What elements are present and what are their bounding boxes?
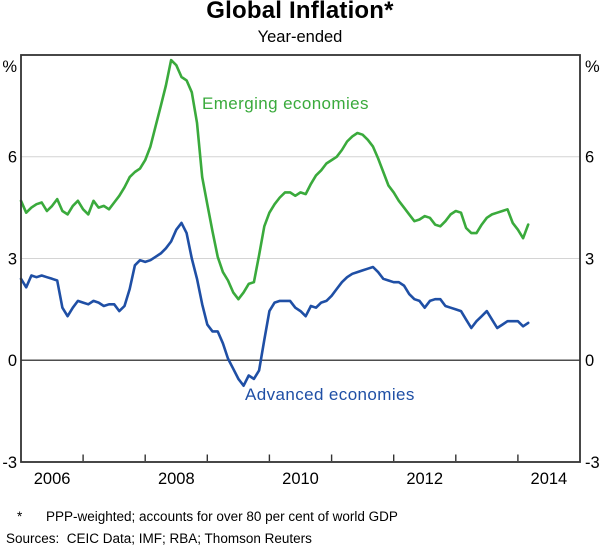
x-axis-label: 2006 bbox=[34, 470, 71, 488]
footnote-text: PPP-weighted; accounts for over 80 per c… bbox=[46, 509, 398, 524]
y-axis-label-right: 3 bbox=[585, 250, 594, 268]
x-axis-label: 2010 bbox=[282, 470, 319, 488]
y-axis-label-right: 0 bbox=[585, 352, 594, 370]
y-axis-label-left: 0 bbox=[8, 352, 17, 370]
footnote-asterisk: * bbox=[17, 509, 23, 524]
series-line-0 bbox=[19, 58, 530, 301]
series-label-emerging: Emerging economies bbox=[202, 94, 369, 113]
footnote-sources: Sources: CEIC Data; IMF; RBA; Thomson Re… bbox=[6, 531, 312, 546]
series-line-1 bbox=[19, 221, 530, 388]
x-axis-label: 2012 bbox=[406, 470, 443, 488]
series-label-advanced: Advanced economies bbox=[245, 385, 415, 404]
x-axis-label: 2014 bbox=[531, 470, 568, 488]
y-axis-label-left: 6 bbox=[8, 149, 17, 167]
y-axis-label-left: 3 bbox=[8, 250, 17, 268]
graph-title: Global Inflation* bbox=[206, 0, 394, 24]
y-axis-unit-right: % bbox=[585, 58, 600, 76]
plot-frame bbox=[20, 54, 581, 463]
y-axis-label-right: -3 bbox=[585, 454, 600, 472]
y-axis-unit-left: % bbox=[2, 58, 17, 76]
y-axis-label-right: 6 bbox=[585, 149, 594, 167]
y-axis-label-left: -3 bbox=[2, 454, 17, 472]
graph-subtitle: Year-ended bbox=[257, 28, 343, 46]
x-axis-label: 2008 bbox=[158, 470, 195, 488]
